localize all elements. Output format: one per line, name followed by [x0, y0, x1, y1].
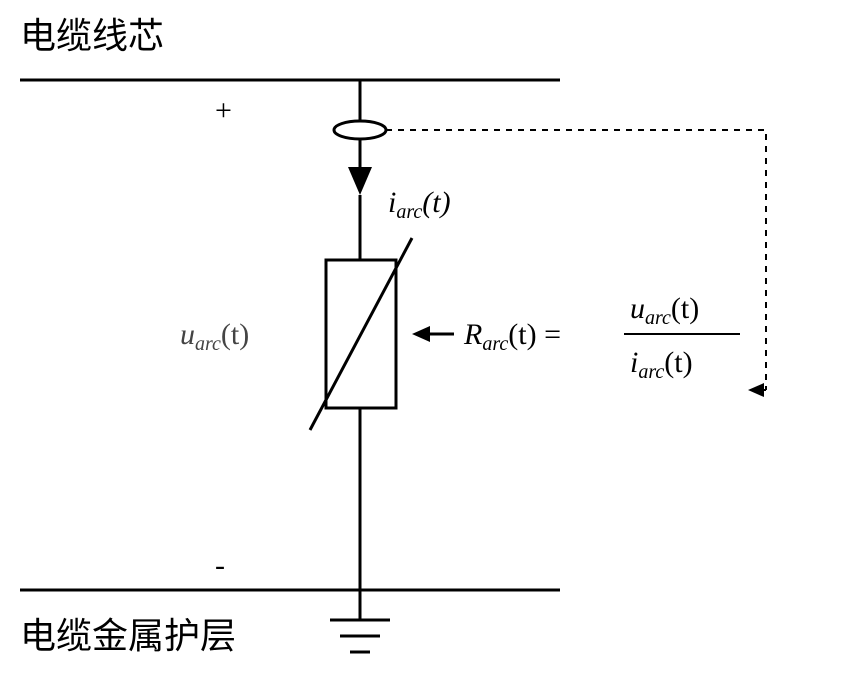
label-rarc-lhs: Rarc(t) =: [463, 318, 561, 355]
minus-sign: -: [215, 549, 225, 582]
plus-sign: +: [215, 94, 232, 127]
feedback-path: [386, 130, 766, 390]
current-arrow-icon: [348, 167, 372, 195]
label-cable-core: 电缆线芯: [20, 16, 164, 56]
label-cable-sheath: 电缆金属护层: [20, 616, 236, 656]
rarc-arrow-icon: [412, 326, 430, 342]
label-iarc: iarc(t): [388, 186, 451, 223]
feedback-arrow-icon: [748, 383, 764, 397]
label-frac-num: uarc(t): [630, 292, 699, 329]
label-uarc: uarc(t): [180, 318, 249, 355]
ct-ellipse-icon: [334, 121, 386, 139]
label-frac-den: iarc(t): [630, 346, 693, 383]
